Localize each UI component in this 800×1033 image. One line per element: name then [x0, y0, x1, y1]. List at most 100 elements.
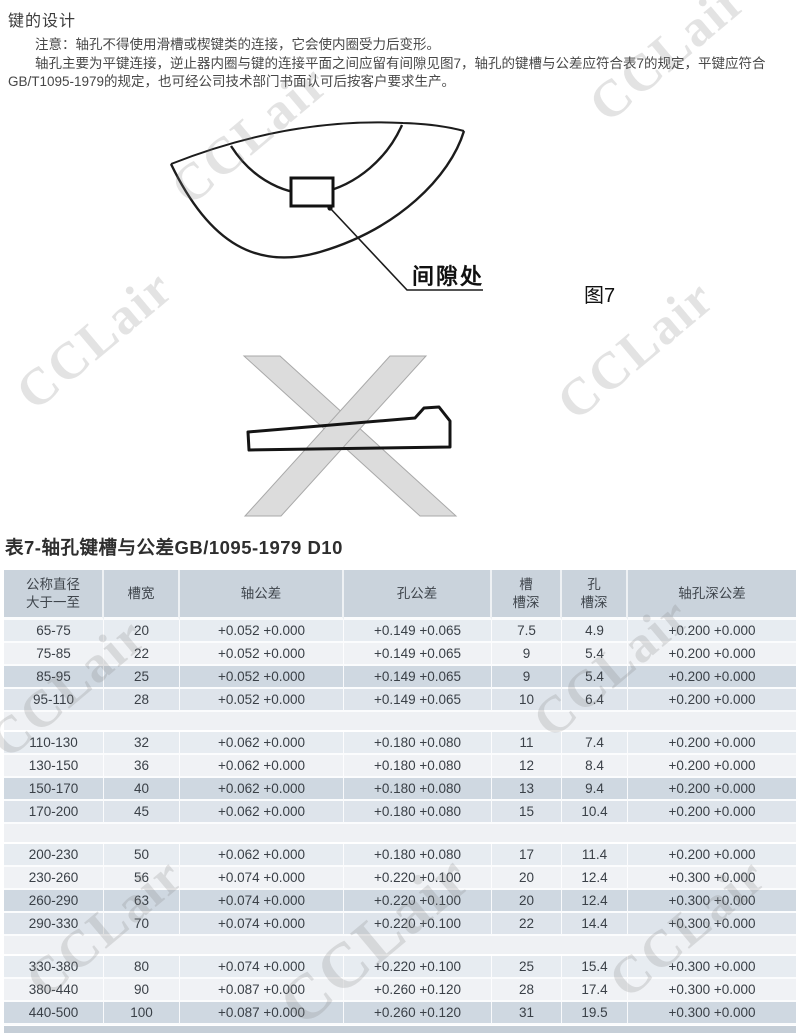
table-cell: +0.052 +0.000 — [180, 643, 344, 666]
table-cell: 440-500 — [4, 1002, 104, 1025]
figure-caption: 图7 — [584, 285, 615, 307]
table-cell: +0.062 +0.000 — [180, 778, 344, 801]
table-cell: +0.200 +0.000 — [628, 689, 796, 712]
table-cell: 65-75 — [4, 620, 104, 643]
table-cell: 32 — [104, 732, 180, 755]
column-header: 孔 槽深 — [562, 570, 628, 620]
table-cell: +0.260 +0.120 — [344, 979, 492, 1002]
table-row: 230-260 56 +0.074 +0.000 +0.220 +0.100 20 12.… — [4, 867, 796, 890]
leader-line — [329, 207, 483, 291]
table-cell: 14.4 — [562, 913, 628, 936]
note-line-1: 注意：轴孔不得使用滑槽或楔键类的连接，它会使内圈受力后变形。 — [35, 37, 440, 52]
table-row: 65-75 20 +0.052 +0.000 +0.149 +0.065 7.5 4.9 +… — [4, 620, 796, 643]
table-row: 110-130 32 +0.062 +0.000 +0.180 +0.080 11 7.4… — [4, 732, 796, 755]
ring-outer-arc — [169, 130, 466, 259]
table-cell: +0.180 +0.080 — [344, 732, 492, 755]
table-cell: +0.180 +0.080 — [344, 801, 492, 824]
table-row: 85-95 25 +0.052 +0.000 +0.149 +0.065 9 5.4 +0.… — [4, 666, 796, 689]
table-cell: +0.087 +0.000 — [180, 1002, 344, 1025]
table-cell: +0.220 +0.100 — [344, 867, 492, 890]
table-cell: 9.4 — [562, 778, 628, 801]
table-cell: 230-260 — [4, 867, 104, 890]
row-group: 200-230 50 +0.062 +0.000 +0.180 +0.080 17 11.… — [4, 844, 796, 936]
table-row: 440-500 100 +0.087 +0.000 +0.260 +0.120 31 19… — [4, 1002, 796, 1025]
table-cell: +0.149 +0.065 — [344, 643, 492, 666]
table-cell: 70 — [104, 913, 180, 936]
page-title: 键的设计 — [8, 13, 77, 30]
table-cell: 80 — [104, 956, 180, 979]
table-cell: 95-110 — [4, 689, 104, 712]
table-cell: +0.200 +0.000 — [628, 755, 796, 778]
table-cell: 25 — [104, 666, 180, 689]
table-row: 290-330 70 +0.074 +0.000 +0.220 +0.100 22 14.… — [4, 913, 796, 936]
table-cell: +0.260 +0.120 — [344, 1002, 492, 1025]
table-cell: 20 — [492, 867, 562, 890]
table-cell: +0.200 +0.000 — [628, 732, 796, 755]
table-cell: 85-95 — [4, 666, 104, 689]
table-cell: 25 — [492, 956, 562, 979]
group-spacer — [4, 712, 796, 732]
table-cell: +0.300 +0.000 — [628, 1002, 796, 1025]
wedge-key-prohibited-diagram — [242, 355, 458, 517]
column-header: 孔公差 — [344, 570, 492, 620]
table-row: 380-440 90 +0.087 +0.000 +0.260 +0.120 28 17.… — [4, 979, 796, 1002]
table-cell: 7.5 — [492, 620, 562, 643]
key-rect — [289, 176, 335, 208]
table-cell: 8.4 — [562, 755, 628, 778]
table-cell: 11.4 — [562, 844, 628, 867]
table-cell: +0.062 +0.000 — [180, 755, 344, 778]
table-cell: 170-200 — [4, 801, 104, 824]
table-cell: 22 — [492, 913, 562, 936]
table-cell: 15 — [492, 801, 562, 824]
header-row: 公称直径 大于一至 槽宽 轴公差 孔公差槽 槽深孔 槽深 轴孔深公差 — [4, 570, 796, 620]
table-cell: +0.062 +0.000 — [180, 844, 344, 867]
table-row: 75-85 22 +0.052 +0.000 +0.149 +0.065 9 5.4 +0.… — [4, 643, 796, 666]
table-cell: 17.4 — [562, 979, 628, 1002]
spacer-cell — [4, 824, 796, 844]
table-cell: +0.200 +0.000 — [628, 666, 796, 689]
table-cell: +0.052 +0.000 — [180, 666, 344, 689]
table-cell: +0.074 +0.000 — [180, 956, 344, 979]
table-row: 260-290 63 +0.074 +0.000 +0.220 +0.100 20 12.… — [4, 890, 796, 913]
table-cell: +0.200 +0.000 — [628, 778, 796, 801]
table-cell: +0.052 +0.000 — [180, 620, 344, 643]
table-cell: 110-130 — [4, 732, 104, 755]
table-cell: 6.4 — [562, 689, 628, 712]
table-cell: +0.200 +0.000 — [628, 643, 796, 666]
table-row: 130-150 36 +0.062 +0.000 +0.180 +0.080 12 8.4… — [4, 755, 796, 778]
table-cell: +0.300 +0.000 — [628, 867, 796, 890]
table-cell: +0.149 +0.065 — [344, 689, 492, 712]
table-cell: 20 — [492, 890, 562, 913]
table-cell: 90 — [104, 979, 180, 1002]
table-cell: 260-290 — [4, 890, 104, 913]
table-cell: 31 — [492, 1002, 562, 1025]
table-cell: 290-330 — [4, 913, 104, 936]
table-cell: 10 — [492, 689, 562, 712]
spacer-cell — [4, 936, 796, 956]
row-group: 65-75 20 +0.052 +0.000 +0.149 +0.065 7.5 4.9 +… — [4, 620, 796, 712]
table-cell: 36 — [104, 755, 180, 778]
group-spacer — [4, 824, 796, 844]
table-cell: 12.4 — [562, 867, 628, 890]
table-cell: 19.5 — [562, 1002, 628, 1025]
column-header: 轴孔深公差 — [628, 570, 796, 620]
table-cell: 10.4 — [562, 801, 628, 824]
row-group: 110-130 32 +0.062 +0.000 +0.180 +0.080 11 7.4… — [4, 732, 796, 824]
table-cell: 100 — [104, 1002, 180, 1025]
table-cell: +0.300 +0.000 — [628, 890, 796, 913]
table-cell: +0.300 +0.000 — [628, 979, 796, 1002]
note-paragraph-2: 轴孔主要为平键连接，逆止器内圈与键的连接平面之间应留有间隙见图7，轴孔的键槽与公… — [8, 55, 766, 90]
figure-7-inner-ring-diagram: 间隙处 图7 — [169, 121, 615, 307]
table-cell: 28 — [492, 979, 562, 1002]
table-cell: 5.4 — [562, 643, 628, 666]
ring-top-line — [170, 121, 465, 165]
table-cell: +0.200 +0.000 — [628, 844, 796, 867]
gap-label: 间隙处 — [412, 264, 484, 289]
row-group: 330-380 80 +0.074 +0.000 +0.220 +0.100 25 15.… — [4, 956, 796, 1025]
table-cell: +0.062 +0.000 — [180, 732, 344, 755]
table-cell: 9 — [492, 666, 562, 689]
table-cell: +0.180 +0.080 — [344, 755, 492, 778]
table-cell: 20 — [104, 620, 180, 643]
group-spacer — [4, 936, 796, 956]
